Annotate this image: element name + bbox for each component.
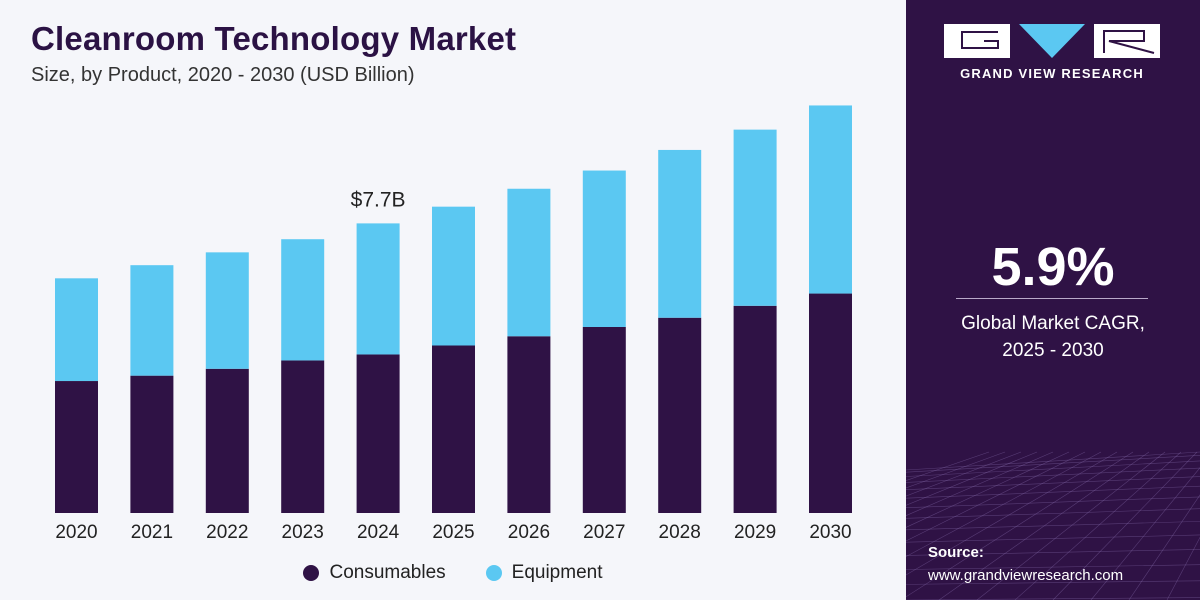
grid-line-v — [1166, 536, 1200, 600]
legend-swatch-consumables — [303, 565, 320, 581]
bar-consumables-2022 — [205, 368, 249, 513]
bar-consumables-2029 — [733, 305, 777, 513]
side-panel: GRAND VIEW RESEARCH 5.9% Global Market C… — [906, 0, 1200, 600]
bar-equipment-2029 — [733, 129, 777, 306]
grid-line-v — [906, 451, 1086, 542]
source-heading: Source: — [928, 544, 984, 561]
bar-equipment-2027 — [582, 170, 626, 327]
grid-line-v — [906, 451, 1118, 576]
grid-line-h — [906, 467, 1200, 483]
bar-consumables-2030 — [809, 293, 852, 513]
grid-line-h — [906, 460, 1200, 477]
legend-label-equipment: Equipment — [511, 562, 603, 583]
grid-line-h — [906, 580, 1200, 585]
bar-equipment-2022 — [205, 252, 249, 369]
bar-consumables-2026 — [507, 336, 551, 513]
x-tick-label-2020: 2020 — [55, 522, 97, 543]
grid-line-v — [906, 451, 1070, 528]
bar-consumables-2021 — [130, 375, 174, 513]
legend-item-equipment: Equipment — [485, 562, 603, 584]
x-tick-label-2024: 2024 — [357, 522, 400, 543]
grid-line-h — [906, 485, 1200, 499]
bar-equipment-2023 — [281, 239, 325, 361]
cagr-value: 5.9% — [991, 237, 1115, 297]
bar-equipment-2020 — [55, 278, 98, 382]
bar-consumables-2025 — [432, 345, 475, 513]
grid-line-h — [906, 455, 1200, 473]
bar-consumables-2028 — [658, 317, 702, 513]
bar-consumables-2020 — [55, 381, 98, 513]
bar-equipment-2025 — [432, 206, 475, 346]
bar-equipment-2030 — [809, 105, 852, 294]
bar-equipment-2024 — [356, 223, 400, 355]
grid-line-v — [906, 451, 1006, 489]
x-tick-label-2025: 2025 — [432, 522, 474, 543]
x-tick-label-2028: 2028 — [659, 522, 701, 543]
chart-panel: Cleanroom Technology Market Size, by Pro… — [0, 20, 906, 584]
x-tick-label-2030: 2030 — [809, 522, 851, 543]
data-label-2024: $7.7B — [351, 188, 406, 211]
source-url: www.grandviewresearch.com — [928, 567, 1124, 584]
grid-line-v — [906, 451, 1038, 506]
legend-item-consumables: Consumables — [303, 562, 446, 584]
grid-line-v — [1128, 494, 1200, 600]
cagr-divider — [956, 298, 1148, 299]
grid-line-v — [1014, 451, 1182, 600]
grid-line-v — [906, 451, 1054, 516]
x-tick-label-2022: 2022 — [206, 522, 248, 543]
bar-consumables-2027 — [582, 326, 626, 513]
x-tick-label-2027: 2027 — [583, 522, 625, 543]
cagr-label: Global Market CAGR, 2025 - 2030 — [961, 313, 1145, 361]
grid-line-h — [906, 549, 1200, 556]
brand-name: GRAND VIEW RESEARCH — [960, 66, 1144, 81]
x-tick-label-2021: 2021 — [131, 522, 173, 543]
x-tick-label-2029: 2029 — [734, 522, 776, 543]
grid-line-v — [906, 451, 1022, 497]
brand-logo: GRAND VIEW RESEARCH — [944, 24, 1160, 81]
grid-line-h — [906, 534, 1200, 543]
grid-line-v — [1052, 451, 1198, 600]
x-tick-label-2023: 2023 — [282, 522, 324, 543]
grid-line-h — [906, 451, 1200, 471]
bar-consumables-2024 — [356, 354, 400, 513]
chart-legend: Consumables Equipment — [0, 562, 906, 584]
bar-equipment-2028 — [658, 149, 702, 318]
legend-swatch-equipment — [485, 565, 502, 581]
grid-line-h — [906, 521, 1200, 531]
grid-line-v — [938, 451, 1150, 600]
chart-title: Cleanroom Technology Market — [31, 20, 517, 57]
bar-equipment-2026 — [507, 188, 551, 337]
grid-line-v — [976, 451, 1166, 600]
grid-line-h — [906, 496, 1200, 509]
bar-equipment-2021 — [130, 265, 174, 376]
bar-consumables-2023 — [281, 360, 325, 513]
stacked-bar-chart: 2020 2021 2022 2023 2024 2025 2026 2027 2028 2029… — [55, 105, 852, 543]
gvr-logo-mark — [944, 24, 1160, 58]
grid-line-v — [906, 451, 990, 481]
x-tick-label-2026: 2026 — [508, 522, 550, 543]
grid-line-v — [906, 451, 1102, 557]
grid-line-h — [906, 564, 1200, 570]
wireframe-grid-decoration — [906, 451, 1200, 600]
grid-line-h — [906, 508, 1200, 519]
grid-line-v — [906, 451, 1134, 598]
legend-label-consumables: Consumables — [329, 562, 446, 583]
grid-line-h — [906, 476, 1200, 491]
chart-subtitle: Size, by Product, 2020 - 2030 (USD Billi… — [31, 64, 415, 86]
grid-line-v — [1090, 467, 1200, 600]
